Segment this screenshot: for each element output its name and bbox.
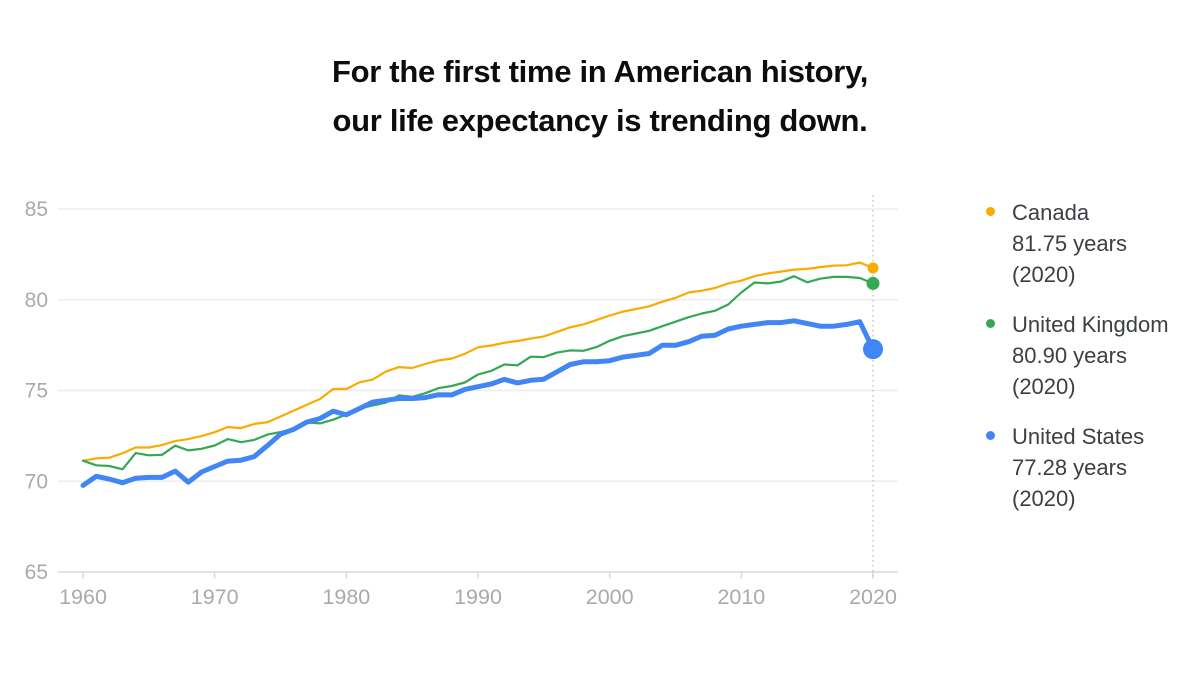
legend-name: Canada xyxy=(1012,200,1090,225)
x-tick-label: 1960 xyxy=(59,585,107,609)
legend-item-canada: Canada 81.75 years (2020) xyxy=(986,197,1200,290)
x-tick-label: 1990 xyxy=(454,585,502,609)
chart-legend: Canada 81.75 years (2020) United Kingdom… xyxy=(986,197,1200,533)
y-tick-label: 70 xyxy=(25,470,48,493)
endpoint-dot-canada xyxy=(867,262,879,274)
title-line-1: For the first time in American history, xyxy=(331,54,869,89)
series-line-united-states xyxy=(80,318,876,488)
legend-value: 81.75 years xyxy=(1012,231,1127,256)
y-tick-label: 85 xyxy=(25,198,48,221)
legend-year: (2020) xyxy=(1012,262,1076,287)
series-line-canada xyxy=(81,261,875,462)
endpoint-dot-united-kingdom xyxy=(866,276,880,290)
legend-dot-canada-icon xyxy=(986,207,995,216)
legend-item-united-states: United States 77.28 years (2020) xyxy=(986,421,1200,514)
series-line-united-kingdom xyxy=(81,275,875,471)
legend-name: United States xyxy=(1012,424,1145,449)
x-tick-label: 2010 xyxy=(717,585,765,609)
x-tick-label: 2020 xyxy=(849,585,897,609)
chart-title: For the first time in American history, … xyxy=(0,47,1200,145)
y-tick-label: 75 xyxy=(25,380,48,403)
legend-item-united-kingdom: United Kingdom 80.90 years (2020) xyxy=(986,309,1200,402)
endpoint-dot-united-states xyxy=(863,339,883,360)
legend-year: (2020) xyxy=(1012,486,1076,511)
legend-dot-united-states-icon xyxy=(986,431,995,440)
legend-name: United Kingdom xyxy=(1012,312,1169,337)
legend-dot-united-kingdom-icon xyxy=(986,319,995,328)
x-tick-label: 2000 xyxy=(586,585,634,609)
y-tick-label: 80 xyxy=(25,289,48,312)
y-tick-label: 65 xyxy=(25,561,48,584)
legend-value: 80.90 years xyxy=(1012,343,1127,368)
title-line-2: our life expectancy is trending down. xyxy=(332,103,868,138)
x-tick-label: 1970 xyxy=(191,585,239,609)
legend-year: (2020) xyxy=(1012,374,1076,399)
legend-value: 77.28 years xyxy=(1012,455,1127,480)
x-tick-label: 1980 xyxy=(322,585,370,609)
